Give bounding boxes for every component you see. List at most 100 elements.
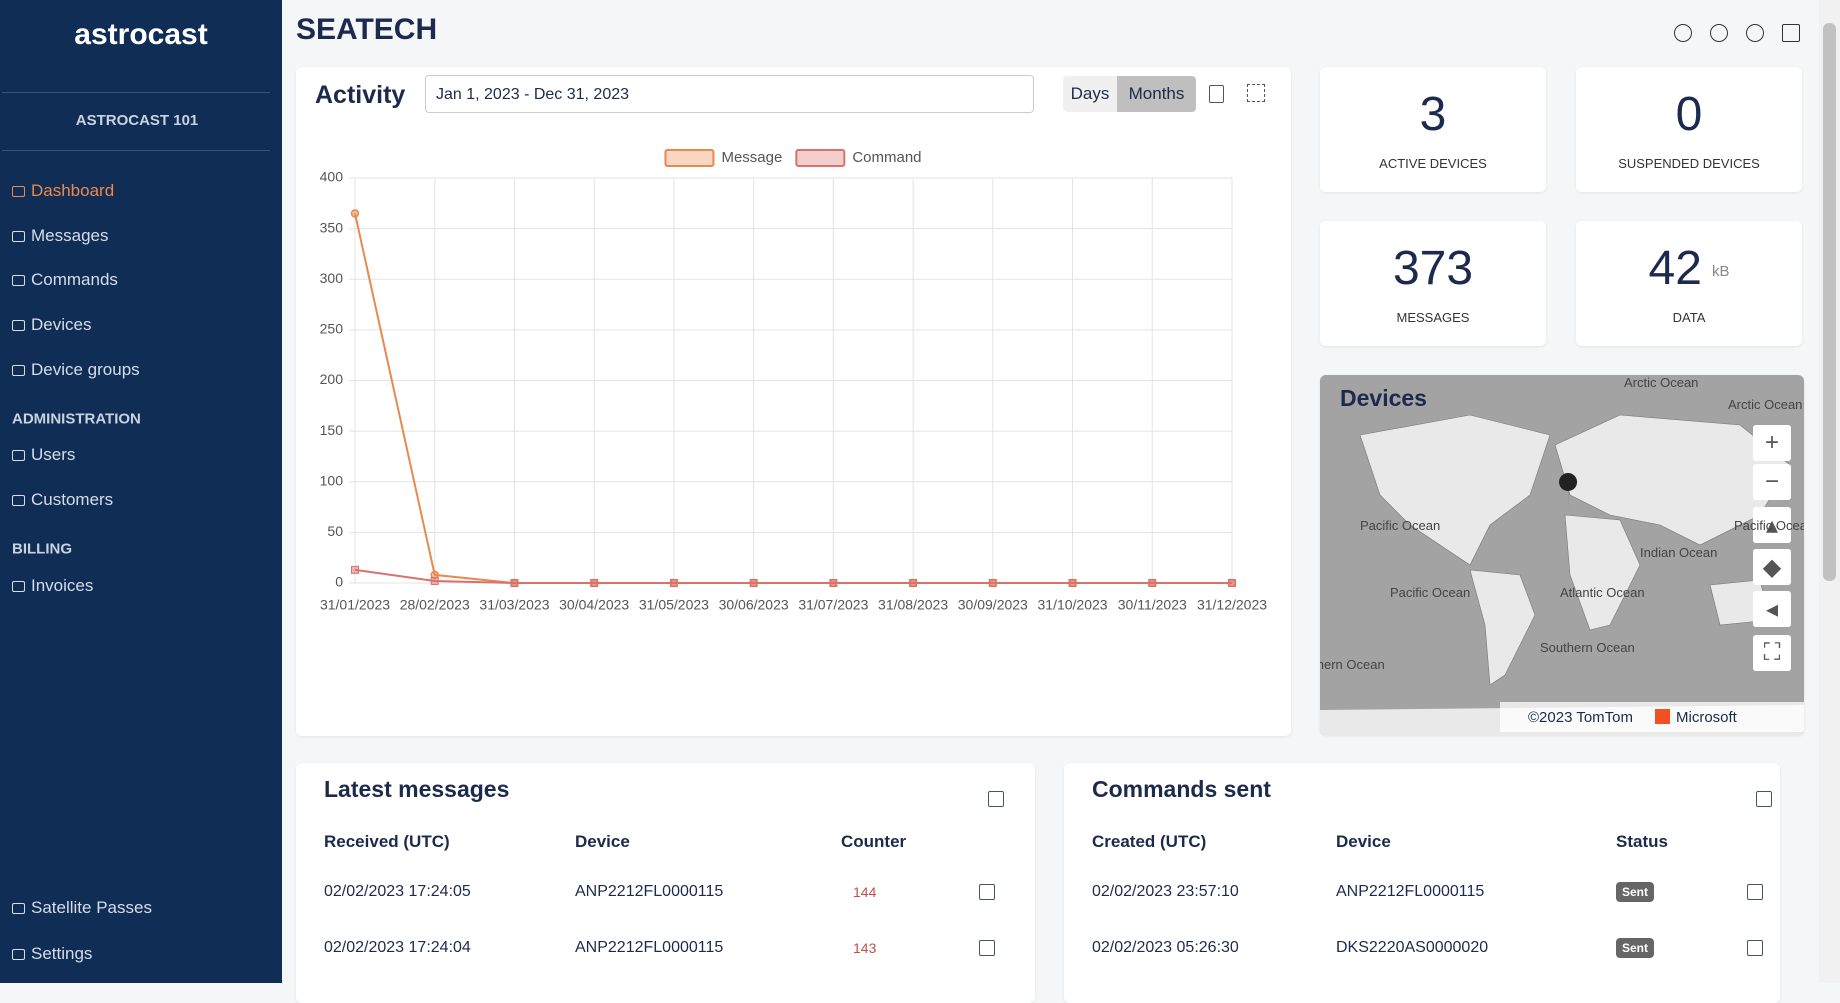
stat-card: 3 ACTIVE DEVICES [1320,67,1546,192]
scrollbar-thumb[interactable] [1823,23,1836,581]
provider: Microsoft [1676,709,1737,726]
series-line [354,213,1232,584]
stat-value: 373 [1392,242,1474,295]
x-tick-label: 28/02/2023 [400,597,470,613]
device-id: ANP2212FL0000115 [1336,883,1485,900]
column-header: Device [575,832,630,851]
nav-item[interactable]: Satellite Passes [12,896,152,920]
x-tick-label: 30/09/2023 [958,597,1028,613]
point [510,579,519,587]
zoom-out[interactable]: − [1753,464,1791,500]
x-tick-label: 31/03/2023 [479,597,549,613]
open-link[interactable] [1756,791,1772,807]
y-tick-label: 50 [327,523,343,539]
device-id: ANP2212FL0000115 [575,939,724,956]
device-pin[interactable] [1559,473,1578,511]
card-title: Latest messages [324,776,510,802]
language-icon[interactable] [1674,24,1692,42]
nav-label: Dashboard [31,181,115,200]
zoom-in[interactable]: + [1753,425,1791,461]
status-badge: Sent [1616,938,1655,958]
column-header: Created (UTC) [1092,832,1207,851]
fullscreen[interactable] [1247,84,1265,102]
nav-item[interactable]: Settings [12,942,92,966]
style-picker[interactable]: ◂ [1753,591,1791,627]
nav-icon [12,494,25,506]
user-icon[interactable] [1746,24,1764,42]
months-button[interactable]: Months [1117,76,1196,112]
stat-card: 42 kB DATA [1576,221,1802,346]
map-label: Pacific Ocean [1360,518,1441,533]
nav-item[interactable]: Device groups [12,358,140,382]
nav-item[interactable]: Messages [12,224,108,248]
x-tick-label: 31/01/2023 [320,597,390,613]
stat-value-row: 0 [1576,87,1802,142]
legend-label: Message [721,149,782,166]
pitch[interactable]: ▴ [1753,507,1791,543]
nav-label: Device groups [31,360,140,379]
logo[interactable]: astrocast [74,18,208,51]
date-range-input[interactable]: Jan 1, 2023 - Dec 31, 2023 [425,75,1034,113]
nav-label: Commands [31,270,118,289]
nav-item[interactable]: Users [12,443,75,467]
nav-item[interactable]: Dashboard [12,179,114,203]
counter: 144 [853,884,877,900]
stat-value-row: 42 kB [1576,241,1802,296]
timestamp: 02/02/2023 17:24:05 [324,883,471,900]
x-tick-label: 31/07/2023 [798,597,868,613]
export-csv[interactable] [1209,85,1224,103]
nav-label: Messages [31,226,109,245]
nav-icon [12,902,25,914]
y-tick-label: 150 [320,422,344,438]
row-link[interactable] [979,884,995,900]
point [1228,579,1236,587]
divider [2,150,270,151]
nav-item[interactable]: Devices [12,313,91,337]
logout-icon[interactable] [1782,24,1800,42]
column-header: Status [1616,832,1668,851]
map-label: Pacific Ocean [1734,518,1804,533]
compass[interactable]: ◆ [1753,549,1791,585]
nav-icon [12,580,25,592]
row-link[interactable] [1747,940,1763,956]
map-title: Devices [1340,385,1427,411]
row-link[interactable] [1747,884,1763,900]
nav-icon [12,230,25,242]
scrollbar[interactable] [1819,0,1840,983]
column-header: Received (UTC) [324,832,450,851]
column-header: Counter [841,832,907,851]
nav-label: Customers [31,490,114,509]
y-tick-label: 200 [320,371,344,387]
stat-value-row: 3 [1320,87,1546,142]
y-tick-label: 100 [320,472,344,488]
map-card: Devices + − ▴ ◆ ◂ ⛶ ©2023 TomTom Microso… [1320,375,1804,735]
nav-item[interactable]: Invoices [12,574,93,598]
point [988,579,997,587]
stat-unit: kB [1711,262,1730,280]
nav-item[interactable]: Customers [12,488,113,512]
y-tick-label: 300 [320,270,344,286]
nav-label: Settings [31,944,93,963]
card-title: Commands sent [1092,776,1271,802]
series-line [354,568,1232,584]
stat-card: 0 SUSPENDED DEVICES [1576,67,1802,192]
days-button[interactable]: Days [1063,76,1117,112]
device-id: DKS2220AS0000020 [1336,939,1489,956]
map-label: Atlantic Ocean [1560,585,1645,600]
map-fullscreen[interactable]: ⛶ [1753,635,1791,671]
row-link[interactable] [979,940,995,956]
account-name[interactable]: ASTROCAST 101 [75,112,199,129]
nav-icon [12,948,25,960]
help-icon[interactable] [1710,24,1728,42]
map-label: Arctic Ocean [1728,397,1803,412]
commands-sent-card: Commands sent Created (UTC) Device Status 02… [1064,763,1780,1003]
nav-item[interactable]: Commands [12,268,118,292]
map-land [1320,414,1804,735]
attribution-bar [1500,702,1804,732]
point [430,576,439,585]
y-tick-label: 350 [320,219,344,235]
open-link[interactable] [988,791,1004,807]
nav-label: Invoices [31,576,94,595]
y-tick-label: 0 [335,574,343,590]
y-tick-label: 250 [320,321,344,337]
